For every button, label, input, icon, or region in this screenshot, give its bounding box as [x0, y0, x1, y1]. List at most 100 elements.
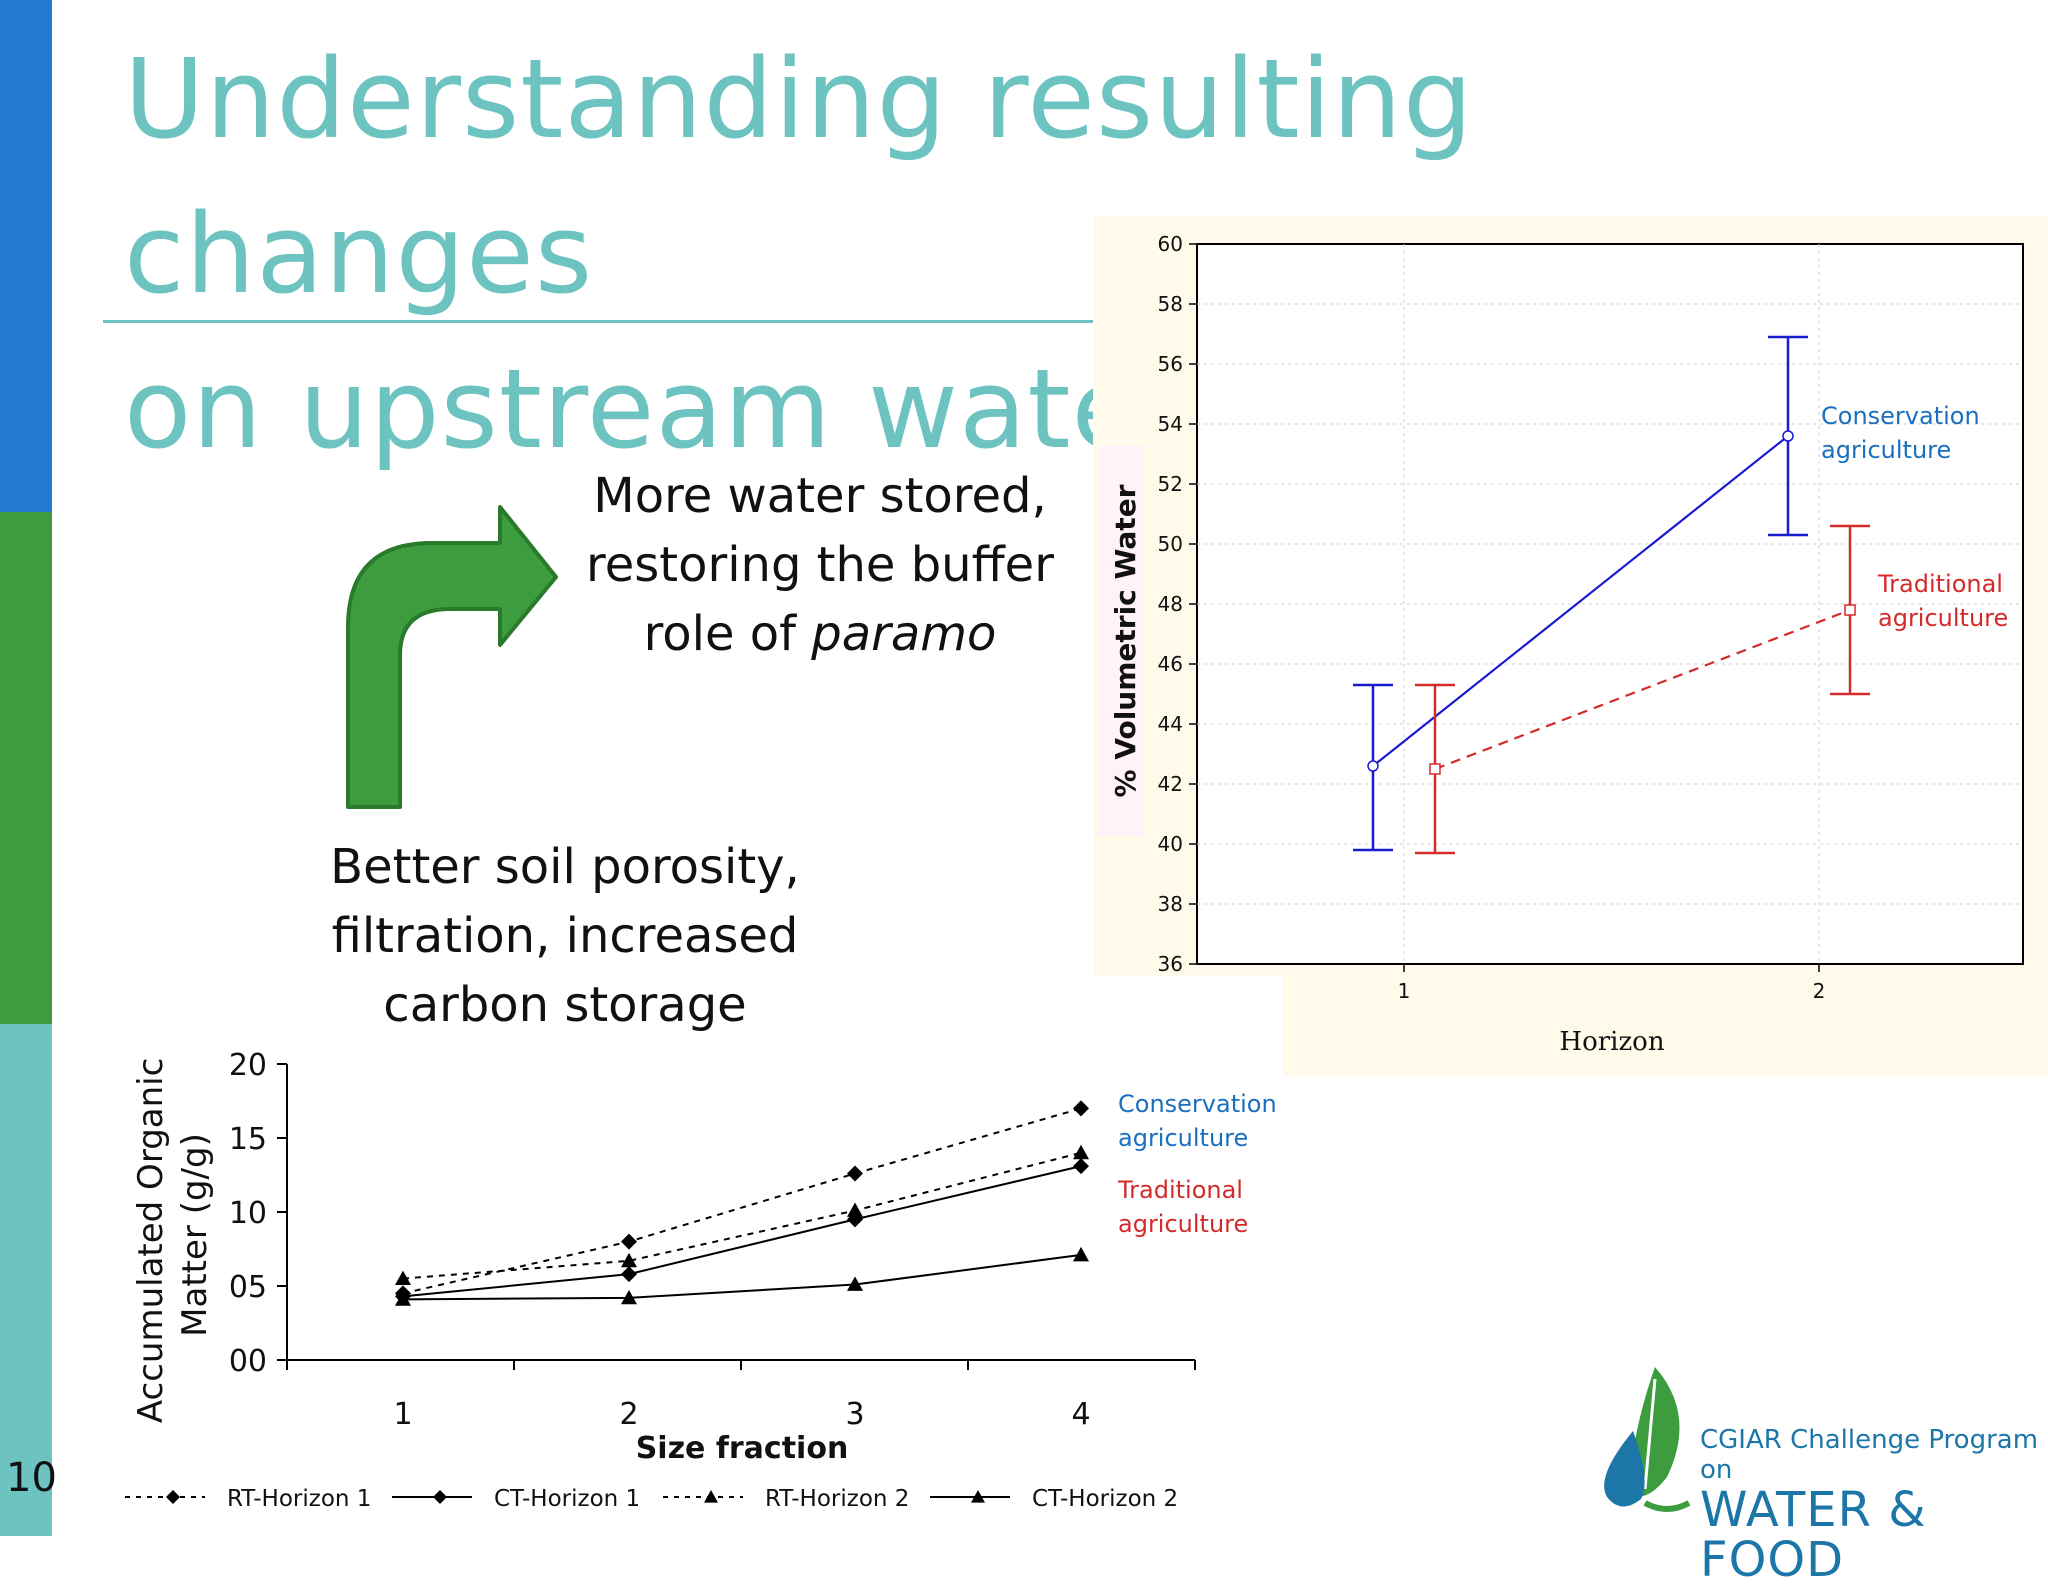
y-tick-label: 44	[1158, 712, 1183, 736]
note-line: Better soil porosity,	[330, 839, 800, 895]
diamond-marker	[1073, 1158, 1089, 1175]
legend-label: CT-Horizon 1	[494, 1486, 640, 1512]
y-tick-label: 00	[229, 1344, 267, 1379]
triangle-marker	[847, 1202, 863, 1217]
diamond-marker	[621, 1266, 637, 1283]
legend: RT-Horizon 1 CT-Horizon 1 RT-Horizon 2 CT-H…	[125, 1486, 1178, 1512]
y-tick-label: 56	[1158, 352, 1183, 376]
annotation-line: agriculture	[1878, 604, 2008, 632]
diamond-marker	[166, 1490, 180, 1504]
annotation-line: agriculture	[1821, 436, 1951, 464]
x-tick-label: 1	[393, 1397, 412, 1432]
x-tick-label: 4	[1071, 1397, 1090, 1432]
logo-line-1: CGIAR Challenge Program on	[1700, 1425, 2039, 1485]
y-tick-label: 10	[229, 1196, 267, 1231]
y-tick-label: 58	[1158, 292, 1183, 316]
data-point	[1367, 760, 1379, 772]
x-tick-label: 2	[1813, 979, 1826, 1003]
accent-bar-blue	[0, 0, 52, 512]
y-axis-ticks: 36 38 40 42 44 46 48 50 52 54 56 58 60	[1158, 232, 1197, 976]
annotation-line: Traditional	[1117, 1176, 1243, 1204]
logo-line-2: WATER & FOOD	[1700, 1482, 1927, 1588]
annotation-conservation: Conservation agriculture	[1821, 402, 1987, 464]
annotation-traditional: Traditional agriculture	[1877, 570, 2011, 632]
triangle-marker	[1073, 1246, 1089, 1262]
triangle-marker	[621, 1252, 637, 1268]
y-tick-label: 40	[1158, 832, 1183, 856]
title-line-2: on upstream water	[124, 345, 1187, 473]
accent-bar-teal	[0, 1024, 52, 1536]
data-point	[1844, 604, 1856, 616]
slide-title: Understanding resulting changes on upstr…	[124, 22, 1864, 487]
triangle-marker	[1073, 1144, 1089, 1160]
x-axis-label: Horizon	[1559, 1027, 1664, 1057]
y-tick-label: 20	[229, 1048, 267, 1083]
triangle-marker	[395, 1291, 411, 1306]
series-group	[395, 1100, 1089, 1306]
annotation-traditional: Traditional agriculture	[1117, 1176, 1251, 1238]
diamond-marker	[433, 1490, 447, 1504]
title-underline	[103, 320, 1093, 323]
annotation-line: agriculture	[1118, 1210, 1248, 1238]
data-point	[1429, 763, 1441, 775]
annotation-line: Conservation	[1118, 1090, 1277, 1118]
series-line	[402, 1107, 1082, 1295]
series-line	[402, 1165, 1082, 1298]
note-line: More water stored,	[593, 468, 1047, 524]
triangle-marker	[971, 1490, 985, 1503]
note-line: carbon storage	[383, 977, 747, 1033]
triangle-marker	[847, 1276, 863, 1291]
y-tick-label: 42	[1158, 772, 1183, 796]
annotation-line: agriculture	[1118, 1124, 1248, 1152]
y-axis-label-line: Matter (g/g)	[175, 1133, 215, 1337]
diamond-marker	[621, 1233, 637, 1250]
series-group	[1353, 335, 1870, 855]
diamond-marker	[1073, 1100, 1089, 1117]
y-tick-label: 48	[1158, 592, 1183, 616]
legend-label: RT-Horizon 1	[227, 1486, 371, 1512]
ylabel-background	[1098, 446, 1144, 836]
x-tick-label: 2	[619, 1397, 638, 1432]
x-tick-label: 3	[845, 1397, 864, 1432]
y-tick-label: 50	[1158, 532, 1183, 556]
y-tick-label: 52	[1158, 472, 1183, 496]
note-italic-text: paramo	[811, 606, 997, 662]
title-line-1: Understanding resulting changes	[124, 35, 1474, 318]
y-tick-label: 05	[229, 1270, 267, 1305]
triangle-marker	[704, 1490, 718, 1503]
series-line	[402, 1253, 1082, 1301]
accent-bar-green	[0, 512, 52, 1024]
water-stored-note: More water stored, restoring the buffer …	[560, 462, 1080, 669]
chart-background	[1283, 976, 2048, 1076]
x-axis-label: Size fraction	[636, 1431, 849, 1466]
annotation-line: Traditional	[1877, 570, 2003, 598]
y-tick-label: 15	[229, 1122, 267, 1157]
y-tick-label: 38	[1158, 892, 1183, 916]
grid	[1197, 244, 2023, 964]
y-tick-label: 60	[1158, 232, 1183, 256]
y-tick-label: 46	[1158, 652, 1183, 676]
series-line	[1372, 435, 1789, 767]
curved-arrow-up-right-icon	[346, 505, 558, 809]
axes: 00 05 10 15 20 1 2 3 4	[229, 1048, 1196, 1432]
soil-porosity-note: Better soil porosity, filtration, increa…	[310, 833, 820, 1040]
note-line: role of paramo	[560, 600, 1080, 669]
note-line: filtration, increased	[331, 908, 799, 964]
triangle-marker	[621, 1289, 637, 1305]
program-logo-text: CGIAR Challenge Program on WATER & FOOD	[1700, 1425, 2048, 1585]
note-text: role of	[643, 606, 812, 662]
y-axis-label: % Volumetric Water	[1109, 484, 1142, 797]
series-line	[402, 1151, 1082, 1280]
diamond-marker	[847, 1165, 863, 1182]
slide-number: 10	[6, 1455, 57, 1501]
leaf-water-drop-logo-icon	[1604, 1367, 1691, 1512]
series-line	[1434, 608, 1851, 771]
note-line: restoring the buffer	[586, 537, 1054, 593]
annotation-conservation: Conservation agriculture	[1118, 1090, 1284, 1152]
y-axis-label: Accumulated Organic Matter (g/g)	[131, 1047, 215, 1423]
legend-label: RT-Horizon 2	[765, 1486, 909, 1512]
triangle-marker	[395, 1270, 411, 1285]
y-tick-label: 36	[1158, 952, 1183, 976]
